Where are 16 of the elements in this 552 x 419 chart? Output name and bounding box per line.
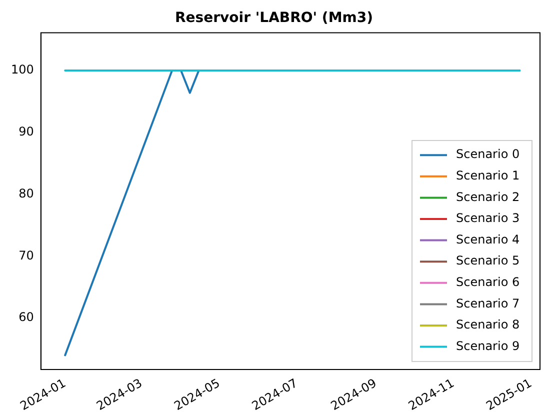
legend-label: Scenario 7 xyxy=(456,296,520,310)
y-tick-label: 70 xyxy=(18,248,34,262)
legend-label: Scenario 0 xyxy=(456,147,520,162)
legend-label: Scenario 1 xyxy=(456,168,520,183)
legend-label: Scenario 9 xyxy=(456,338,520,353)
legend-label: Scenario 2 xyxy=(456,190,520,204)
y-tick-label: 90 xyxy=(18,124,34,139)
chart-title: Reservoir 'LABRO' (Mm3) xyxy=(175,10,373,26)
legend-label: Scenario 5 xyxy=(456,254,520,268)
y-tick-label: 80 xyxy=(18,186,34,200)
legend-label: Scenario 6 xyxy=(456,275,520,290)
y-tick-label: 100 xyxy=(11,62,34,77)
legend-label: Scenario 3 xyxy=(456,211,520,226)
legend-label: Scenario 8 xyxy=(456,318,520,332)
y-tick-label: 60 xyxy=(18,310,34,324)
legend-label: Scenario 4 xyxy=(456,232,520,246)
